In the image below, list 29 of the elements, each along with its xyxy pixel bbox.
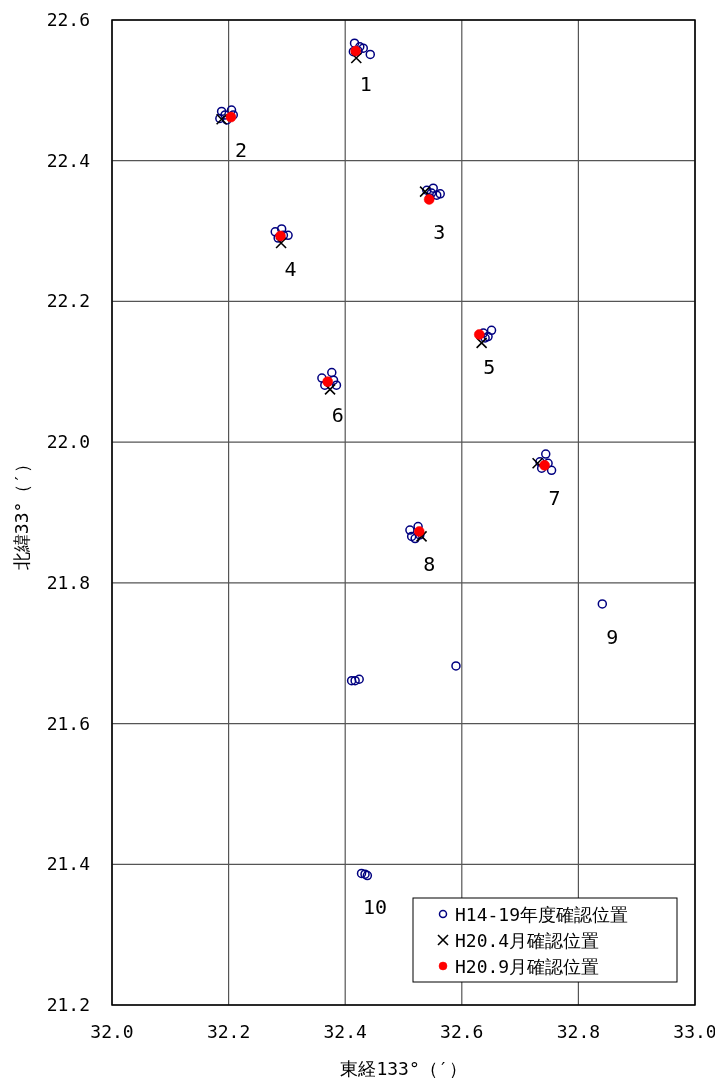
annotation: 2 bbox=[234, 138, 247, 163]
x-tick-label: 33.0 bbox=[673, 1021, 715, 1042]
y-tick-label: 22.4 bbox=[46, 149, 90, 171]
annotation: 4 bbox=[284, 257, 297, 281]
annotation: 7 bbox=[548, 486, 561, 511]
legend-label: H14-19年度確認位置 bbox=[455, 904, 629, 925]
y-tick-label: 21.4 bbox=[46, 853, 90, 875]
x-tick-label: 32.6 bbox=[440, 1021, 484, 1042]
y-tick-label: 21.8 bbox=[46, 571, 90, 593]
legend-label: H20.4月確認位置 bbox=[455, 930, 600, 951]
y-tick-label: 22.0 bbox=[46, 431, 90, 453]
x-tick-label: 32.2 bbox=[206, 1021, 251, 1042]
annotation: 5 bbox=[483, 355, 496, 380]
x-tick-label: 32.8 bbox=[556, 1021, 601, 1042]
x-axis-title: 東経133°（′） bbox=[340, 1058, 467, 1079]
y-tick-label: 22.6 bbox=[46, 9, 90, 30]
y-tick-label: 22.2 bbox=[46, 290, 90, 312]
annotation: 8 bbox=[423, 552, 436, 577]
x-tick-label: 32.4 bbox=[323, 1021, 367, 1042]
annotation: 3 bbox=[433, 220, 446, 245]
x-tick-label: 32.0 bbox=[90, 1021, 134, 1042]
annotation: 9 bbox=[606, 624, 619, 649]
legend-label: H20.9月確認位置 bbox=[455, 956, 600, 977]
annotation: 1 bbox=[359, 71, 372, 96]
y-tick-label: 21.2 bbox=[46, 994, 90, 1015]
y-axis-title: 北緯33°（′） bbox=[11, 454, 32, 571]
y-tick-label: 21.6 bbox=[46, 712, 90, 734]
annotation: 10 bbox=[362, 895, 388, 920]
annotation: 6 bbox=[331, 402, 344, 427]
